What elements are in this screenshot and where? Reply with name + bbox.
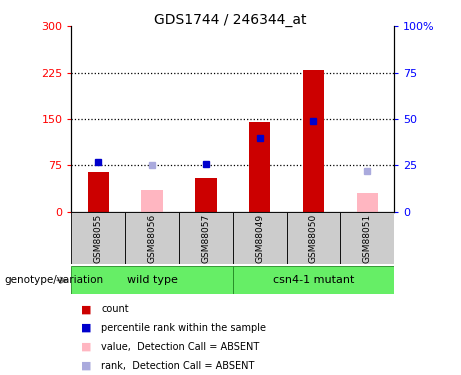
Text: GSM88056: GSM88056	[148, 213, 157, 263]
Text: count: count	[101, 304, 129, 314]
Bar	[71, 266, 233, 294]
Text: rank,  Detection Call = ABSENT: rank, Detection Call = ABSENT	[101, 361, 255, 370]
Bar	[179, 212, 233, 264]
Text: ■: ■	[81, 361, 91, 370]
Text: GSM88050: GSM88050	[309, 213, 318, 263]
Text: ■: ■	[81, 323, 91, 333]
Text: GSM88049: GSM88049	[255, 214, 264, 262]
Bar	[142, 190, 163, 212]
Text: wild type: wild type	[127, 275, 177, 285]
Bar	[125, 212, 179, 264]
Bar	[71, 212, 125, 264]
Text: GSM88057: GSM88057	[201, 213, 210, 263]
Text: ■: ■	[81, 304, 91, 314]
Text: percentile rank within the sample: percentile rank within the sample	[101, 323, 266, 333]
Bar	[195, 178, 217, 212]
Bar	[233, 212, 287, 264]
Text: csn4-1 mutant: csn4-1 mutant	[273, 275, 354, 285]
Text: ■: ■	[81, 342, 91, 352]
Bar	[356, 194, 378, 212]
Bar	[340, 212, 394, 264]
Text: GSM88055: GSM88055	[94, 213, 103, 263]
Text: GDS1744 / 246344_at: GDS1744 / 246344_at	[154, 13, 307, 27]
Text: GSM88051: GSM88051	[363, 213, 372, 263]
Text: value,  Detection Call = ABSENT: value, Detection Call = ABSENT	[101, 342, 260, 352]
Text: genotype/variation: genotype/variation	[5, 275, 104, 285]
Bar	[287, 212, 340, 264]
Bar	[303, 70, 324, 212]
Bar	[233, 266, 394, 294]
Bar	[249, 122, 271, 212]
Bar	[88, 172, 109, 212]
